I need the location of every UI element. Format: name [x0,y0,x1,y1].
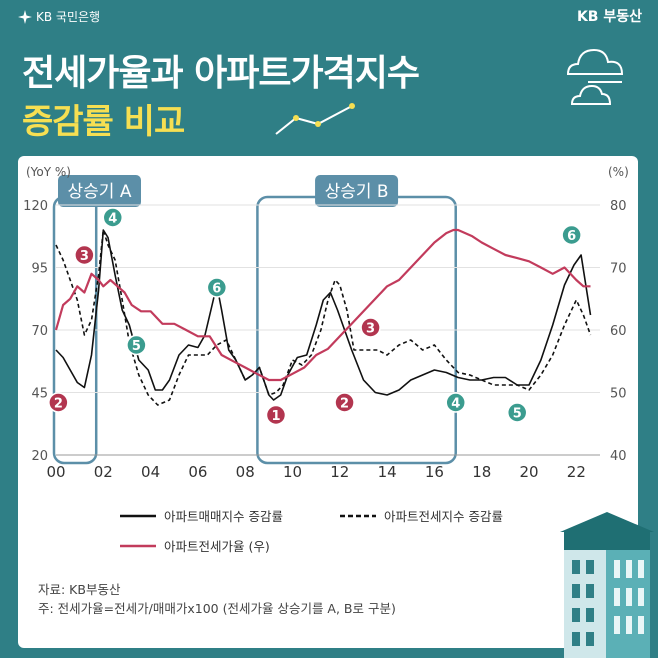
x-tick-label: 18 [472,463,491,481]
y-right-tick-label: 40 [610,449,627,464]
y-left-tick-label: 95 [31,262,48,277]
x-tick-label: 22 [567,463,586,481]
x-tick-label: 14 [378,463,397,481]
series-line-2 [54,228,591,382]
marker-label-3: 5 [132,339,141,354]
chart-notes: 자료: KB부동산 주: 전세가율=전세가/매매가x100 (전세가율 상승기를… [38,580,396,618]
rising-period-label-box-0 [58,175,141,207]
cloud-icon [566,48,624,105]
x-tick-label: 10 [283,463,302,481]
rising-period-label-0: 상승기 A [68,182,132,202]
legend-label-1: 아파트전세지수 증감률 [384,509,503,524]
line-chart-icon [275,103,355,135]
marker-label-9: 5 [513,407,522,422]
marker-9 [506,402,528,423]
marker-1 [74,244,95,266]
page-subtitle: 증감률 비교 [22,102,185,142]
chart-card [18,156,638,648]
x-tick-label: 02 [94,463,113,481]
marker-8 [445,392,466,413]
marker-label-0: 2 [54,397,63,412]
y-left-tick-label: 45 [31,387,48,402]
y-right-tick-label: 60 [610,324,627,339]
marker-3 [126,334,147,356]
footnote: 주: 전세가율=전세가/매매가x100 (전세가율 상승기를 A, B로 구분) [38,601,396,616]
marker-7 [360,317,381,338]
marker-label-2: 4 [108,212,117,227]
page-title: 전세가율과 아파트가격지수 [22,53,420,94]
y-left-unit-label: (YoY %) [26,165,71,179]
marker-5 [265,404,287,426]
x-tick-label: 16 [425,463,444,481]
y-left-tick-label: 120 [23,199,48,214]
y-right-unit-label: (%) [608,165,629,179]
marker-10 [561,224,582,246]
kb-star-icon [18,9,32,24]
marker-6 [334,392,355,413]
marker-label-4: 6 [212,282,221,297]
series-line-1 [55,229,592,406]
marker-label-1: 3 [80,249,89,264]
y-left-tick-label: 20 [31,449,48,464]
brand-name: KB 부동산 [576,9,642,25]
bank-logo: KB 국민은행 [18,8,100,25]
marker-0 [48,392,69,413]
building-icon [560,512,654,658]
source-note: 자료: KB부동산 [38,582,121,597]
y-right-tick-label: 80 [610,199,627,214]
legend-label-0: 아파트매매지수 증감률 [164,509,283,524]
bank-logo-text: KB 국민은행 [36,10,101,24]
marker-label-7: 3 [366,322,375,337]
x-tick-label: 12 [330,463,349,481]
y-right-tick-label: 70 [610,262,627,277]
rising-period-label-1: 상승기 B [325,182,389,202]
x-tick-label: 08 [236,463,255,481]
legend-label-2: 아파트전세가율 (우) [164,539,270,554]
marker-label-5: 1 [271,409,280,424]
x-tick-label: 00 [46,463,65,481]
rising-period-label-box-1 [315,175,399,207]
x-tick-label: 04 [141,463,160,481]
x-tick-label: 06 [188,463,207,481]
marker-label-10: 6 [567,229,576,244]
marker-label-6: 2 [340,397,349,412]
marker-4 [206,277,228,298]
y-right-tick-label: 50 [610,387,627,402]
marker-2 [102,207,124,228]
marker-label-8: 4 [451,397,460,412]
x-tick-label: 20 [519,463,538,481]
y-left-tick-label: 70 [31,324,48,339]
